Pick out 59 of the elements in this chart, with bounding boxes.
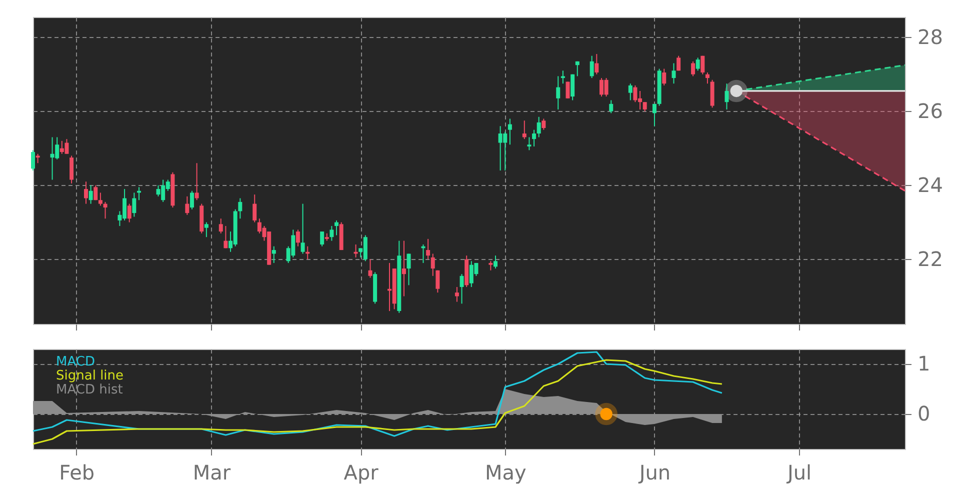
candlestick: [676, 55, 681, 72]
candlestick: [536, 116, 541, 138]
y-tick-label: 24: [918, 172, 943, 197]
x-tick-label: Feb: [59, 460, 95, 484]
candlestick: [566, 81, 570, 99]
candlestick: [493, 255, 498, 270]
y-tick-label: 26: [918, 98, 943, 123]
candlestick: [522, 120, 526, 140]
candlestick: [628, 83, 632, 101]
candlestick: [560, 70, 565, 84]
candlestick: [696, 57, 700, 72]
candlestick: [460, 274, 464, 304]
x-tick-label: Jun: [637, 460, 671, 484]
candlestick: [570, 74, 575, 101]
candlestick: [594, 53, 599, 75]
candlestick: [88, 184, 93, 204]
candlestick: [426, 238, 430, 260]
candlestick: [691, 60, 696, 77]
candlestick: [436, 270, 440, 294]
candlestick: [94, 184, 98, 201]
candlestick: [190, 190, 194, 210]
candlestick: [590, 55, 594, 79]
candlestick: [185, 196, 190, 216]
candlestick: [36, 153, 40, 164]
candlestick: [31, 150, 35, 171]
y-tick-label: 1: [918, 352, 930, 376]
x-tick-label: Apr: [344, 460, 380, 484]
candlestick: [84, 181, 88, 204]
candlestick: [672, 62, 676, 84]
candlestick: [98, 192, 102, 206]
y-tick-label: 0: [918, 402, 930, 426]
candlestick: [532, 129, 536, 147]
candlestick: [127, 203, 132, 223]
candlestick: [556, 76, 560, 110]
text: Signal line: [56, 368, 124, 384]
candlestick: [662, 68, 666, 86]
candlestick: [652, 103, 656, 127]
candlestick: [700, 55, 705, 75]
y-tick-label: 28: [918, 24, 943, 49]
y-tick-label: 22: [918, 246, 943, 271]
candlestick: [642, 102, 647, 112]
candlestick: [527, 136, 532, 151]
candlestick: [194, 162, 199, 201]
text: MACD: [56, 354, 95, 370]
candlestick: [204, 222, 208, 238]
candlestick: [724, 83, 729, 110]
x-tick-label: Jul: [785, 460, 812, 484]
x-tick-label: Mar: [192, 460, 232, 484]
series-label: MACD hist: [56, 382, 123, 398]
candlestick: [70, 155, 74, 184]
candlestick: [488, 260, 493, 271]
candlestick: [103, 201, 108, 220]
candlestick: [508, 118, 512, 146]
x-tick-label: May: [484, 460, 526, 484]
candlestick: [609, 100, 614, 114]
candlestick: [132, 192, 136, 218]
candlestick: [575, 60, 580, 77]
candlestick: [542, 118, 546, 130]
candlestick: [705, 72, 710, 84]
